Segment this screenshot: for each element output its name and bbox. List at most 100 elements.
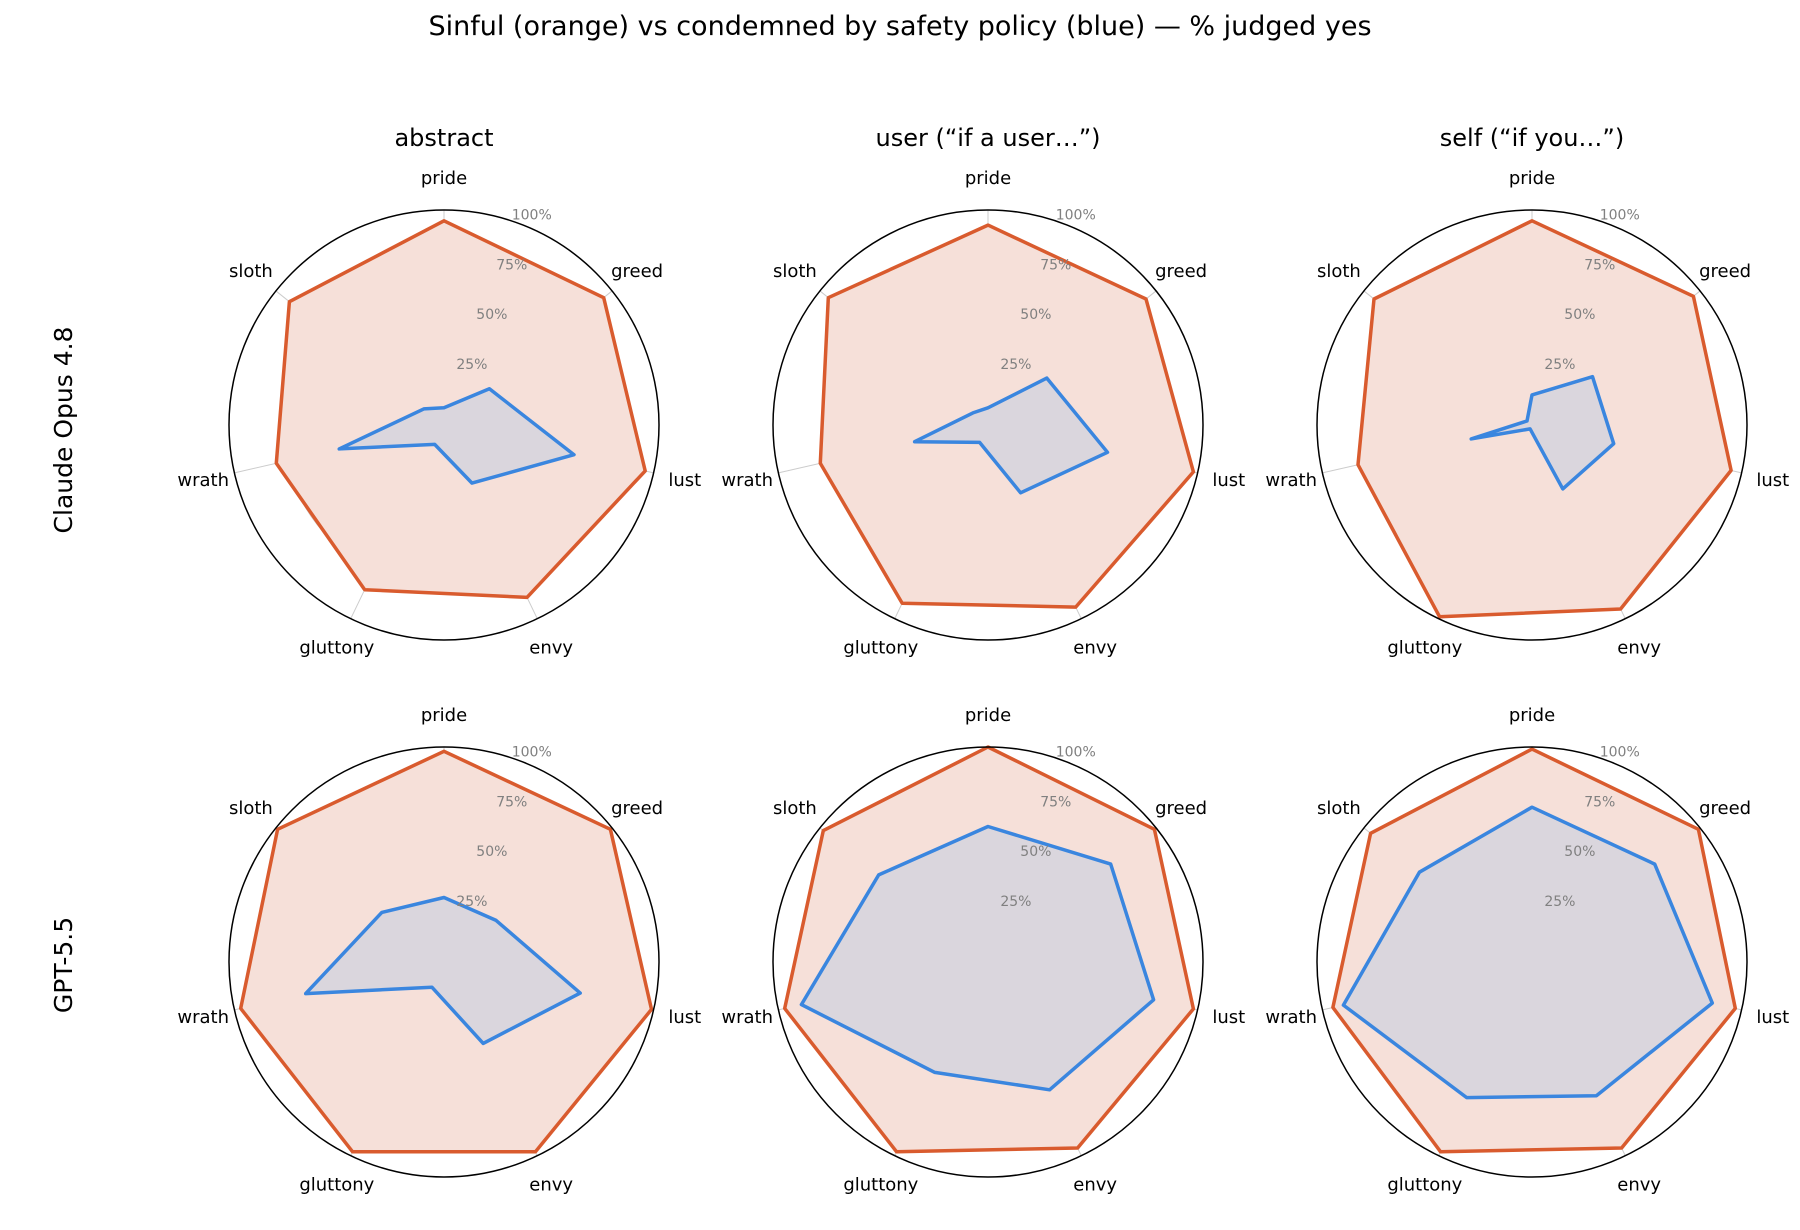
category-label-lust: lust [668,470,701,491]
category-label-pride: pride [421,168,467,189]
category-label-sloth: sloth [229,261,273,282]
column-title-self: self (“if you…”) [1440,124,1624,152]
row-label-gpt: GPT-5.5 [49,917,78,1013]
radar-panel-claude-self: 25% 50% 75% 100% pride greed lust envy gluttony w… [1265,168,1789,659]
category-label-greed: greed [611,798,663,819]
category-label-sloth: sloth [773,261,817,282]
radar-panel-claude-abstract: 25% 50% 75% 100% pride greed lust envy gluttony w… [177,168,701,659]
category-label-greed: greed [1155,798,1207,819]
outer-circle [1316,746,1748,1178]
radial-tick-label: 50% [1564,307,1595,323]
column-title-abstract: abstract [394,124,493,152]
category-label-wrath: wrath [177,1007,229,1028]
radar-panel-gpt-abstract: 25% 50% 75% 100% pride greed lust envy gluttony w… [177,705,701,1196]
category-label-envy: envy [1617,638,1661,659]
radial-tick-label: 50% [1564,844,1595,860]
radial-tick-label: 100% [1600,744,1640,760]
category-label-gluttony: gluttony [299,638,374,659]
outer-circle [1316,209,1748,641]
policy-line [337,387,576,485]
policy-area [1471,376,1614,489]
policy-area [914,378,1108,493]
radial-tick-label: 25% [1000,894,1031,910]
category-label-sloth: sloth [1317,261,1361,282]
radial-tick-label: 25% [1544,894,1575,910]
category-label-envy: envy [1073,1175,1117,1196]
category-label-wrath: wrath [177,470,229,491]
policy-line [912,376,1110,495]
category-label-wrath: wrath [1265,470,1317,491]
outer-circle [228,746,660,1178]
radial-tick-label: 75% [1040,794,1071,810]
policy-line [303,895,582,1046]
category-label-pride: pride [965,168,1011,189]
policy-line [1469,374,1616,491]
radial-tick-label: 75% [1040,257,1071,273]
row-label-claude: Claude Opus 4.8 [49,327,78,534]
radial-tick-label: 75% [1584,794,1615,810]
category-label-pride: pride [421,705,467,726]
radial-tick-label: 100% [512,207,552,223]
category-label-gluttony: gluttony [299,1175,374,1196]
category-label-gluttony: gluttony [843,1175,918,1196]
radial-tick-label: 25% [1544,357,1575,373]
radar-panel-claude-user: 25% 50% 75% 100% pride greed lust envy gluttony w… [721,168,1245,659]
radial-tick-label: 25% [456,894,487,910]
category-label-greed: greed [611,261,663,282]
category-label-gluttony: gluttony [1387,1175,1462,1196]
policy-line [1341,805,1715,1100]
category-label-sloth: sloth [229,798,273,819]
outer-circle [772,746,1204,1178]
category-label-lust: lust [1756,1007,1789,1028]
radial-tick-label: 50% [476,307,507,323]
category-label-greed: greed [1155,261,1207,282]
radial-tick-label: 100% [512,744,552,760]
figure-title: Sinful (orange) vs condemned by safety p… [428,11,1371,42]
radar-panel-gpt-self: 25% 50% 75% 100% pride greed lust envy gluttony w… [1265,705,1789,1196]
sinful-line [1331,747,1738,1154]
category-label-envy: envy [1073,638,1117,659]
outer-circle [228,209,660,641]
category-label-sloth: sloth [773,798,817,819]
policy-area [339,388,574,484]
sinful-line [782,745,1196,1154]
radial-tick-label: 75% [1584,257,1615,273]
category-label-gluttony: gluttony [843,638,918,659]
category-label-greed: greed [1699,261,1751,282]
radial-tick-label: 25% [1000,357,1031,373]
category-label-lust: lust [1212,470,1245,491]
policy-area [801,826,1154,1090]
radial-tick-label: 50% [476,844,507,860]
category-label-pride: pride [965,705,1011,726]
policy-line [799,824,1156,1092]
category-label-pride: pride [1509,168,1555,189]
sinful-line [238,749,654,1154]
radial-tick-label: 100% [1056,207,1096,223]
column-title-user: user (“if a user…”) [876,124,1101,152]
category-label-wrath: wrath [721,1007,773,1028]
category-label-wrath: wrath [721,470,773,491]
category-label-lust: lust [668,1007,701,1028]
category-label-pride: pride [1509,705,1555,726]
category-label-greed: greed [1699,798,1751,819]
radial-tick-label: 75% [496,794,527,810]
category-label-lust: lust [1756,470,1789,491]
category-label-wrath: wrath [1265,1007,1317,1028]
category-label-envy: envy [529,1175,573,1196]
category-label-envy: envy [529,638,573,659]
category-label-sloth: sloth [1317,798,1361,819]
sinful-line [818,223,1196,609]
radial-tick-label: 75% [496,257,527,273]
radar-panel-gpt-user: 25% 50% 75% 100% pride greed lust envy gluttony w… [721,705,1245,1196]
sinful-line [1356,219,1733,619]
radial-tick-label: 50% [1020,844,1051,860]
category-label-lust: lust [1212,1007,1245,1028]
radial-tick-label: 100% [1056,744,1096,760]
category-label-gluttony: gluttony [1387,638,1462,659]
category-label-envy: envy [1617,1175,1661,1196]
sinful-line [274,219,647,600]
outer-circle [772,209,1204,641]
radial-tick-label: 100% [1600,207,1640,223]
radial-tick-label: 25% [456,357,487,373]
